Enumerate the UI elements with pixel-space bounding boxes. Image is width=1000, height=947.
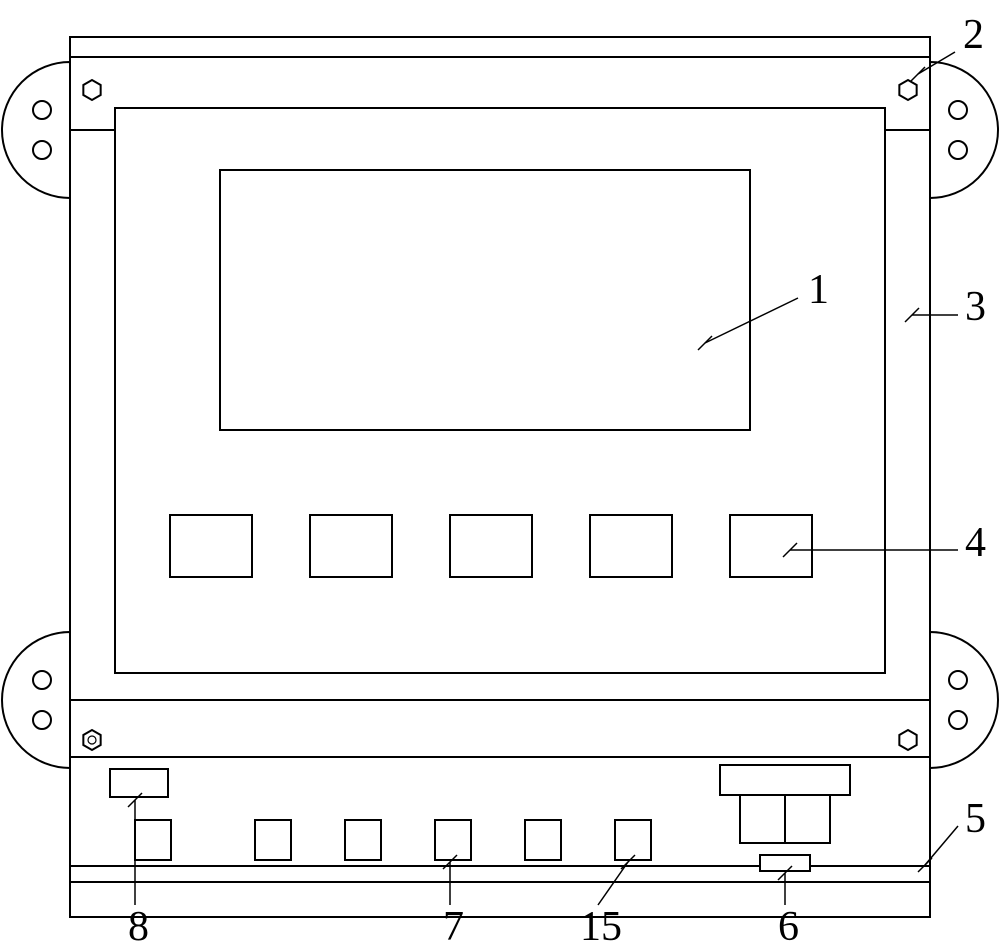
terminal-6 <box>615 820 651 860</box>
connector-flange <box>720 765 850 795</box>
terminal-2 <box>255 820 291 860</box>
callout-15: 15 <box>580 904 622 947</box>
callout-4: 4 <box>965 520 986 566</box>
connector-foot <box>760 855 810 871</box>
button-3 <box>450 515 532 577</box>
button-2 <box>310 515 392 577</box>
callout-6: 6 <box>778 904 799 947</box>
button-1 <box>170 515 252 577</box>
button-5 <box>730 515 812 577</box>
button-4 <box>590 515 672 577</box>
callout-1: 1 <box>808 267 829 313</box>
technical-drawing: 2 1 3 4 5 8 7 15 6 <box>0 0 1000 947</box>
callout-7: 7 <box>443 904 464 947</box>
display-screen <box>220 170 750 430</box>
terminal-4 <box>435 820 471 860</box>
callout-5: 5 <box>965 796 986 842</box>
callout-2: 2 <box>963 12 984 58</box>
port-left <box>110 769 168 797</box>
terminal-3 <box>345 820 381 860</box>
terminal-1 <box>135 820 171 860</box>
terminal-5 <box>525 820 561 860</box>
callout-3: 3 <box>965 284 986 330</box>
callout-8: 8 <box>128 904 149 947</box>
